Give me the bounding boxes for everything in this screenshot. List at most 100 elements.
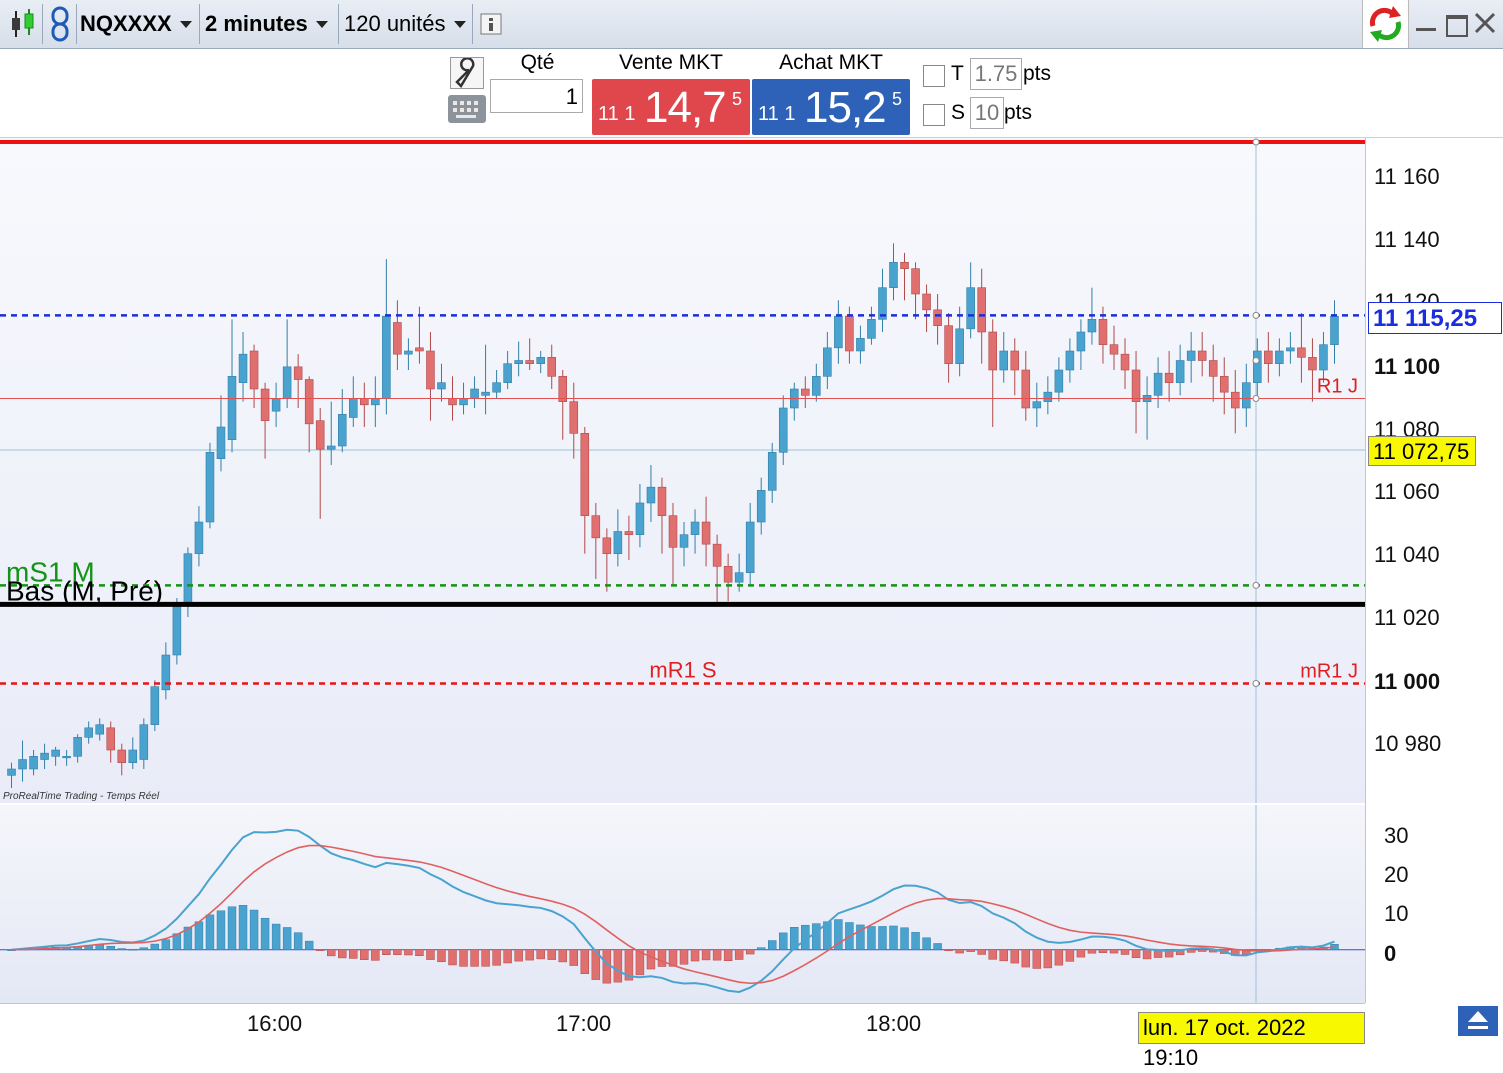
sell-price-sup: 5 (732, 89, 743, 109)
candle-body (977, 287, 986, 333)
candle-body (756, 490, 766, 523)
candle-body (393, 322, 402, 355)
histogram-bar (1010, 949, 1019, 964)
candle-body (426, 350, 435, 390)
candlestick-icon[interactable] (4, 4, 40, 44)
candle-body (889, 262, 898, 288)
candle-body (900, 262, 909, 269)
buy-market-button[interactable]: 11 1 15,2 5 (752, 79, 910, 135)
candle-body (1330, 315, 1339, 345)
signal-line (11, 844, 1335, 985)
candle-body (547, 357, 556, 377)
histogram-bar (1032, 949, 1042, 969)
info-icon[interactable] (479, 4, 503, 44)
candle-body (1186, 350, 1196, 361)
candle-body (360, 398, 369, 406)
time-tick: 18:00 (866, 1011, 922, 1036)
candle-body (51, 749, 60, 757)
histogram-bar (966, 949, 975, 952)
stop-loss-checkbox[interactable] (923, 104, 945, 126)
candle-body (580, 433, 590, 516)
units-selector[interactable]: 120 unités (344, 4, 466, 44)
minimize-button[interactable] (1416, 28, 1436, 31)
candle-body (492, 382, 501, 393)
histogram-bar (1021, 949, 1031, 968)
histogram-bar (150, 943, 160, 950)
histogram-bar (216, 910, 226, 950)
candle-body (172, 604, 182, 656)
macd-panel[interactable] (0, 805, 1365, 1003)
histogram-bar (260, 917, 270, 950)
sell-market-button[interactable]: 11 1 14,7 5 (592, 79, 750, 135)
quantity-input[interactable]: 1 (490, 79, 583, 113)
candle-body (1175, 360, 1185, 383)
candle-body (117, 749, 127, 763)
histogram-bar (360, 949, 369, 960)
r1j-label: R1 J (1317, 376, 1358, 398)
s-pts-label: pts (1004, 101, 1033, 124)
histogram-bar (745, 949, 755, 955)
maximize-button[interactable] (1446, 15, 1468, 37)
keyboard-icon[interactable] (448, 95, 486, 123)
timeframe-label: 2 minutes (205, 11, 308, 36)
close-button[interactable] (1472, 10, 1498, 36)
t-pts-label: pts (1023, 62, 1052, 85)
price-axis[interactable]: 11 160 11 140 11 120 11 100 11 080 11 06… (1365, 138, 1503, 1003)
chevron-down-icon (315, 20, 328, 28)
wrench-icon[interactable] (450, 57, 484, 89)
link-icon[interactable] (46, 4, 74, 44)
candle-body (1010, 350, 1020, 371)
candle-body (326, 445, 336, 450)
candle-body (459, 398, 468, 406)
candle-body (922, 293, 931, 311)
candle-body (613, 531, 623, 554)
buy-price-main: 15,2 (804, 83, 887, 132)
candle-body (304, 379, 314, 425)
histogram-bar (591, 949, 601, 980)
candle-body (988, 331, 997, 371)
candle-body (834, 315, 843, 349)
candle-body (1319, 344, 1328, 371)
histogram-bar (900, 927, 909, 950)
candle-body (293, 366, 303, 380)
candle-body (690, 521, 700, 535)
sell-label: Vente MKT (619, 51, 723, 74)
candle-body (415, 347, 424, 352)
histogram-bar (536, 949, 545, 960)
candle-body (503, 363, 512, 383)
candle-body (591, 515, 601, 539)
refresh-button[interactable] (1362, 0, 1409, 48)
stop-loss-input[interactable]: 10 (970, 97, 1004, 129)
candle-body (867, 319, 876, 339)
candle-body (404, 350, 413, 355)
histogram-bar (878, 926, 887, 950)
histogram-bar (514, 949, 523, 962)
histogram-bar (470, 949, 479, 967)
histogram-bar (459, 949, 468, 967)
candle-body (29, 756, 38, 770)
candle-body (1208, 360, 1218, 377)
histogram-bar (371, 949, 380, 961)
histogram-bar (194, 921, 204, 950)
histogram-bar (1065, 949, 1075, 962)
histogram-bar (161, 939, 171, 950)
take-profit-checkbox[interactable] (923, 65, 945, 87)
histogram-bar (117, 948, 126, 950)
candle-body (349, 398, 358, 418)
take-profit-input[interactable]: 1.75 (970, 58, 1022, 90)
candle-body (1297, 347, 1306, 358)
timeframe-selector[interactable]: 2 minutes (205, 4, 328, 44)
r1s-label: R1 S (661, 138, 705, 141)
macd-line (11, 828, 1335, 993)
time-axis[interactable]: 16:00 17:00 18:00 lun. 17 oct. 2022 19:1… (0, 1003, 1365, 1070)
top-toolbar: NQXXXX 2 minutes 120 unités (0, 0, 1503, 49)
symbol-selector[interactable]: NQXXXX (80, 4, 192, 44)
candle-body (1308, 357, 1317, 371)
crosshair-marker (1252, 357, 1260, 364)
time-tick: 17:00 (556, 1011, 612, 1036)
scroll-end-button[interactable] (1458, 1006, 1498, 1036)
candle-body (249, 350, 259, 390)
candle-body (955, 328, 964, 364)
candle-body (514, 360, 523, 364)
